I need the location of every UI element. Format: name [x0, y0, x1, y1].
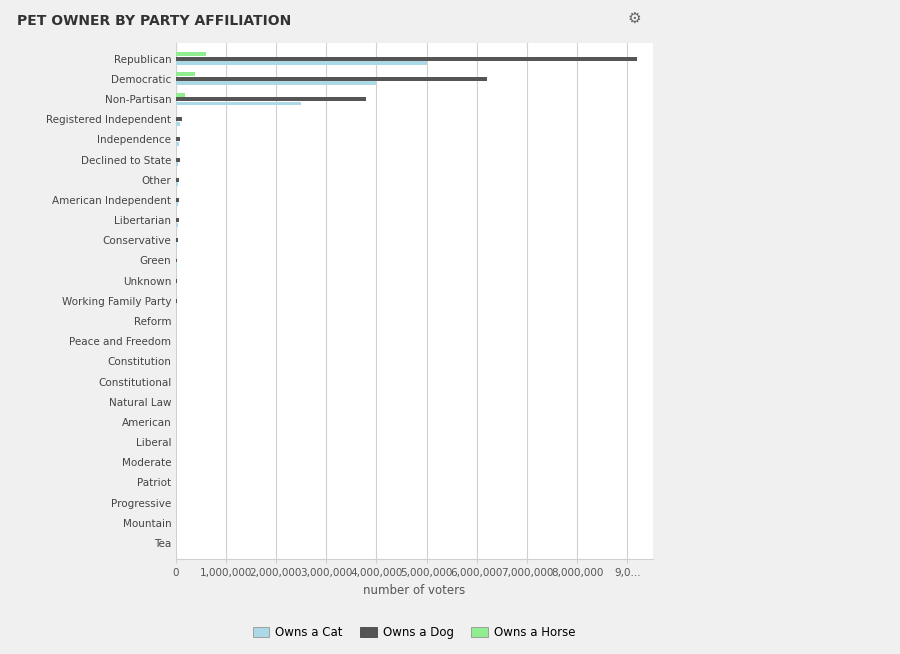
Bar — [176, 61, 427, 65]
Bar — [176, 77, 487, 81]
Bar — [176, 57, 637, 61]
Bar — [176, 101, 301, 105]
Bar — [176, 117, 182, 121]
Bar — [176, 198, 179, 202]
Bar — [176, 73, 194, 77]
Bar — [176, 52, 205, 56]
Bar — [176, 258, 177, 262]
Bar — [176, 162, 178, 166]
Bar — [176, 81, 376, 85]
Bar — [176, 122, 179, 126]
Bar — [176, 203, 178, 206]
Legend: Owns a Cat, Owns a Dog, Owns a Horse: Owns a Cat, Owns a Dog, Owns a Horse — [248, 621, 580, 644]
Bar — [176, 243, 177, 247]
Bar — [176, 93, 185, 97]
Bar — [176, 142, 178, 146]
Text: ⚙: ⚙ — [628, 10, 642, 26]
Bar — [176, 279, 177, 283]
Bar — [176, 222, 177, 226]
Bar — [176, 137, 180, 141]
Bar — [176, 218, 179, 222]
Bar — [176, 158, 180, 162]
X-axis label: number of voters: number of voters — [363, 584, 465, 596]
Bar — [176, 182, 178, 186]
Bar — [176, 178, 179, 182]
Text: PET OWNER BY PARTY AFFILIATION: PET OWNER BY PARTY AFFILIATION — [16, 14, 291, 28]
Bar — [176, 97, 366, 101]
Bar — [176, 238, 178, 242]
